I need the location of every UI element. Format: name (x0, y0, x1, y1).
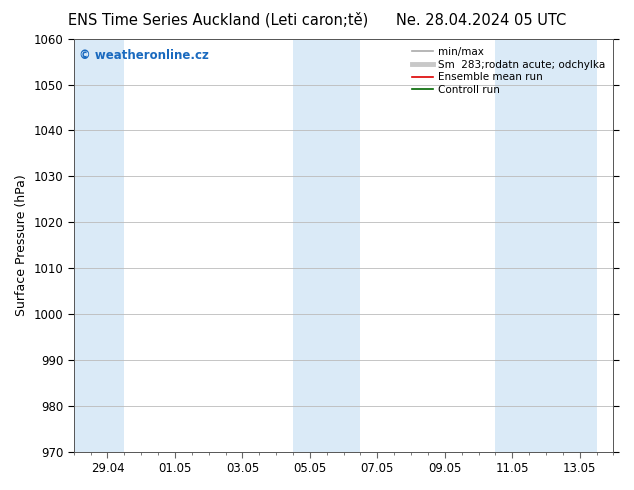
Text: ENS Time Series Auckland (Leti caron;tě)      Ne. 28.04.2024 05 UTC: ENS Time Series Auckland (Leti caron;tě)… (68, 12, 566, 28)
Legend: min/max, Sm  283;rodatn acute; odchylka, Ensemble mean run, Controll run: min/max, Sm 283;rodatn acute; odchylka, … (409, 44, 608, 98)
Bar (293, 39, 361, 452)
Y-axis label: Surface Pressure (hPa): Surface Pressure (hPa) (15, 174, 28, 316)
Text: © weatheronline.cz: © weatheronline.cz (79, 49, 209, 62)
Bar (74, 39, 124, 452)
Bar (495, 39, 597, 452)
